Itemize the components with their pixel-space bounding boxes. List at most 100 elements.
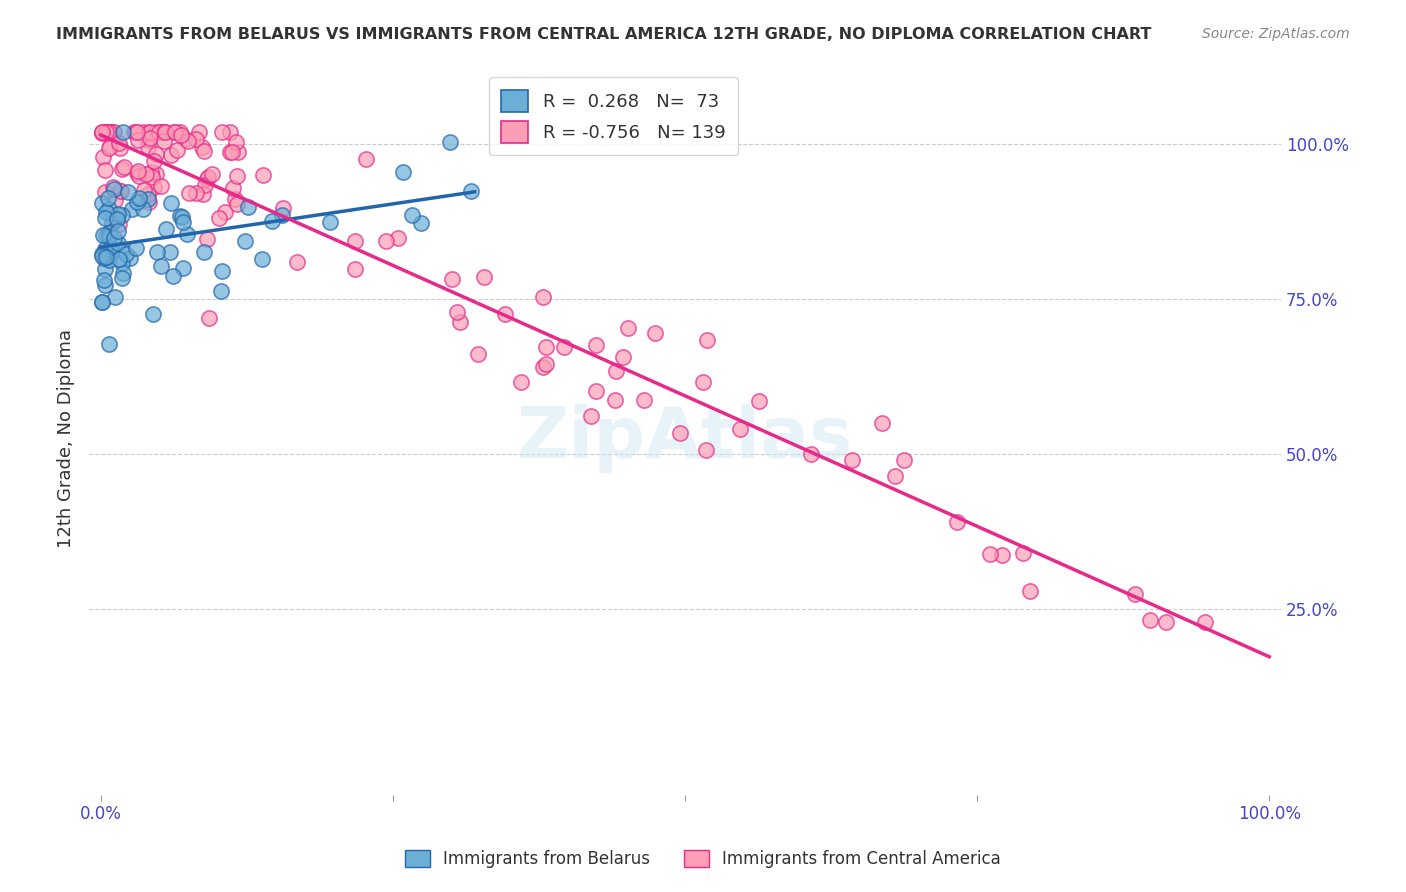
Point [125,125,148,139]
Point [1139,613,1161,627]
Point [449,315,471,329]
Point [748,393,770,408]
Point [252,168,274,182]
Point [98,337,121,351]
Point [226,169,249,184]
Point [218,125,240,139]
Point [94,185,117,199]
Point [387,231,409,245]
Point [136,133,159,147]
Point [90,125,112,139]
Point [553,340,575,354]
Point [94,250,117,264]
Point [236,200,259,214]
Point [392,165,415,179]
Point [103,231,125,245]
Point [169,125,191,139]
Point [128,169,150,183]
Point [409,216,432,230]
Point [472,270,495,285]
Point [841,452,863,467]
Point [644,326,666,340]
Point [131,125,153,139]
Point [136,186,159,201]
Point [104,290,127,304]
Point [225,136,247,150]
Point [117,185,139,199]
Point [125,165,148,179]
Point [494,307,516,321]
Point [211,125,233,139]
Point [226,145,249,159]
Point [692,375,714,389]
Point [174,132,197,146]
Point [94,205,117,219]
Point [374,234,396,248]
Point [585,338,607,352]
Point [177,186,200,200]
Point [531,290,554,304]
Point [103,211,125,226]
Point [211,264,233,278]
Point [111,271,134,285]
Point [108,136,131,150]
Point [162,268,184,283]
Point [111,162,134,177]
Point [800,447,823,461]
Point [96,227,118,242]
Point [101,125,124,139]
Point [131,202,153,217]
Point [218,145,240,159]
Point [111,256,134,270]
Point [344,234,367,248]
Point [91,295,114,310]
Point [93,262,115,277]
Point [127,133,149,147]
Point [97,191,120,205]
Point [124,125,146,139]
Point [90,295,112,310]
Y-axis label: 12th Grade, No Diploma: 12th Grade, No Diploma [58,329,75,548]
Point [142,179,165,194]
Point [197,311,219,326]
Point [172,211,194,225]
Point [605,363,627,377]
Point [159,244,181,259]
Point [172,260,194,275]
Point [1019,584,1042,599]
Text: IMMIGRANTS FROM BELARUS VS IMMIGRANTS FROM CENTRAL AMERICA 12TH GRADE, NO DIPLOM: IMMIGRANTS FROM BELARUS VS IMMIGRANTS FR… [56,27,1152,42]
Point [112,160,135,174]
Point [115,246,138,260]
Point [872,417,894,431]
Point [605,392,627,407]
Point [439,135,461,149]
Point [155,221,177,235]
Point [946,516,969,530]
Point [94,125,117,139]
Point [98,125,121,139]
Point [195,172,218,186]
Point [94,242,117,256]
Point [201,167,224,181]
Point [401,208,423,222]
Point [111,243,134,257]
Point [91,150,114,164]
Point [150,125,173,139]
Point [270,209,292,223]
Point [139,125,162,139]
Point [893,453,915,467]
Point [108,252,131,266]
Point [107,224,129,238]
Point [187,125,209,139]
Point [695,442,717,457]
Point [110,184,132,198]
Point [101,180,124,194]
Legend: Immigrants from Belarus, Immigrants from Central America: Immigrants from Belarus, Immigrants from… [398,843,1008,875]
Point [111,125,134,139]
Point [94,277,117,292]
Point [108,141,131,155]
Point [193,245,215,260]
Point [224,192,246,206]
Point [134,183,156,197]
Point [138,195,160,210]
